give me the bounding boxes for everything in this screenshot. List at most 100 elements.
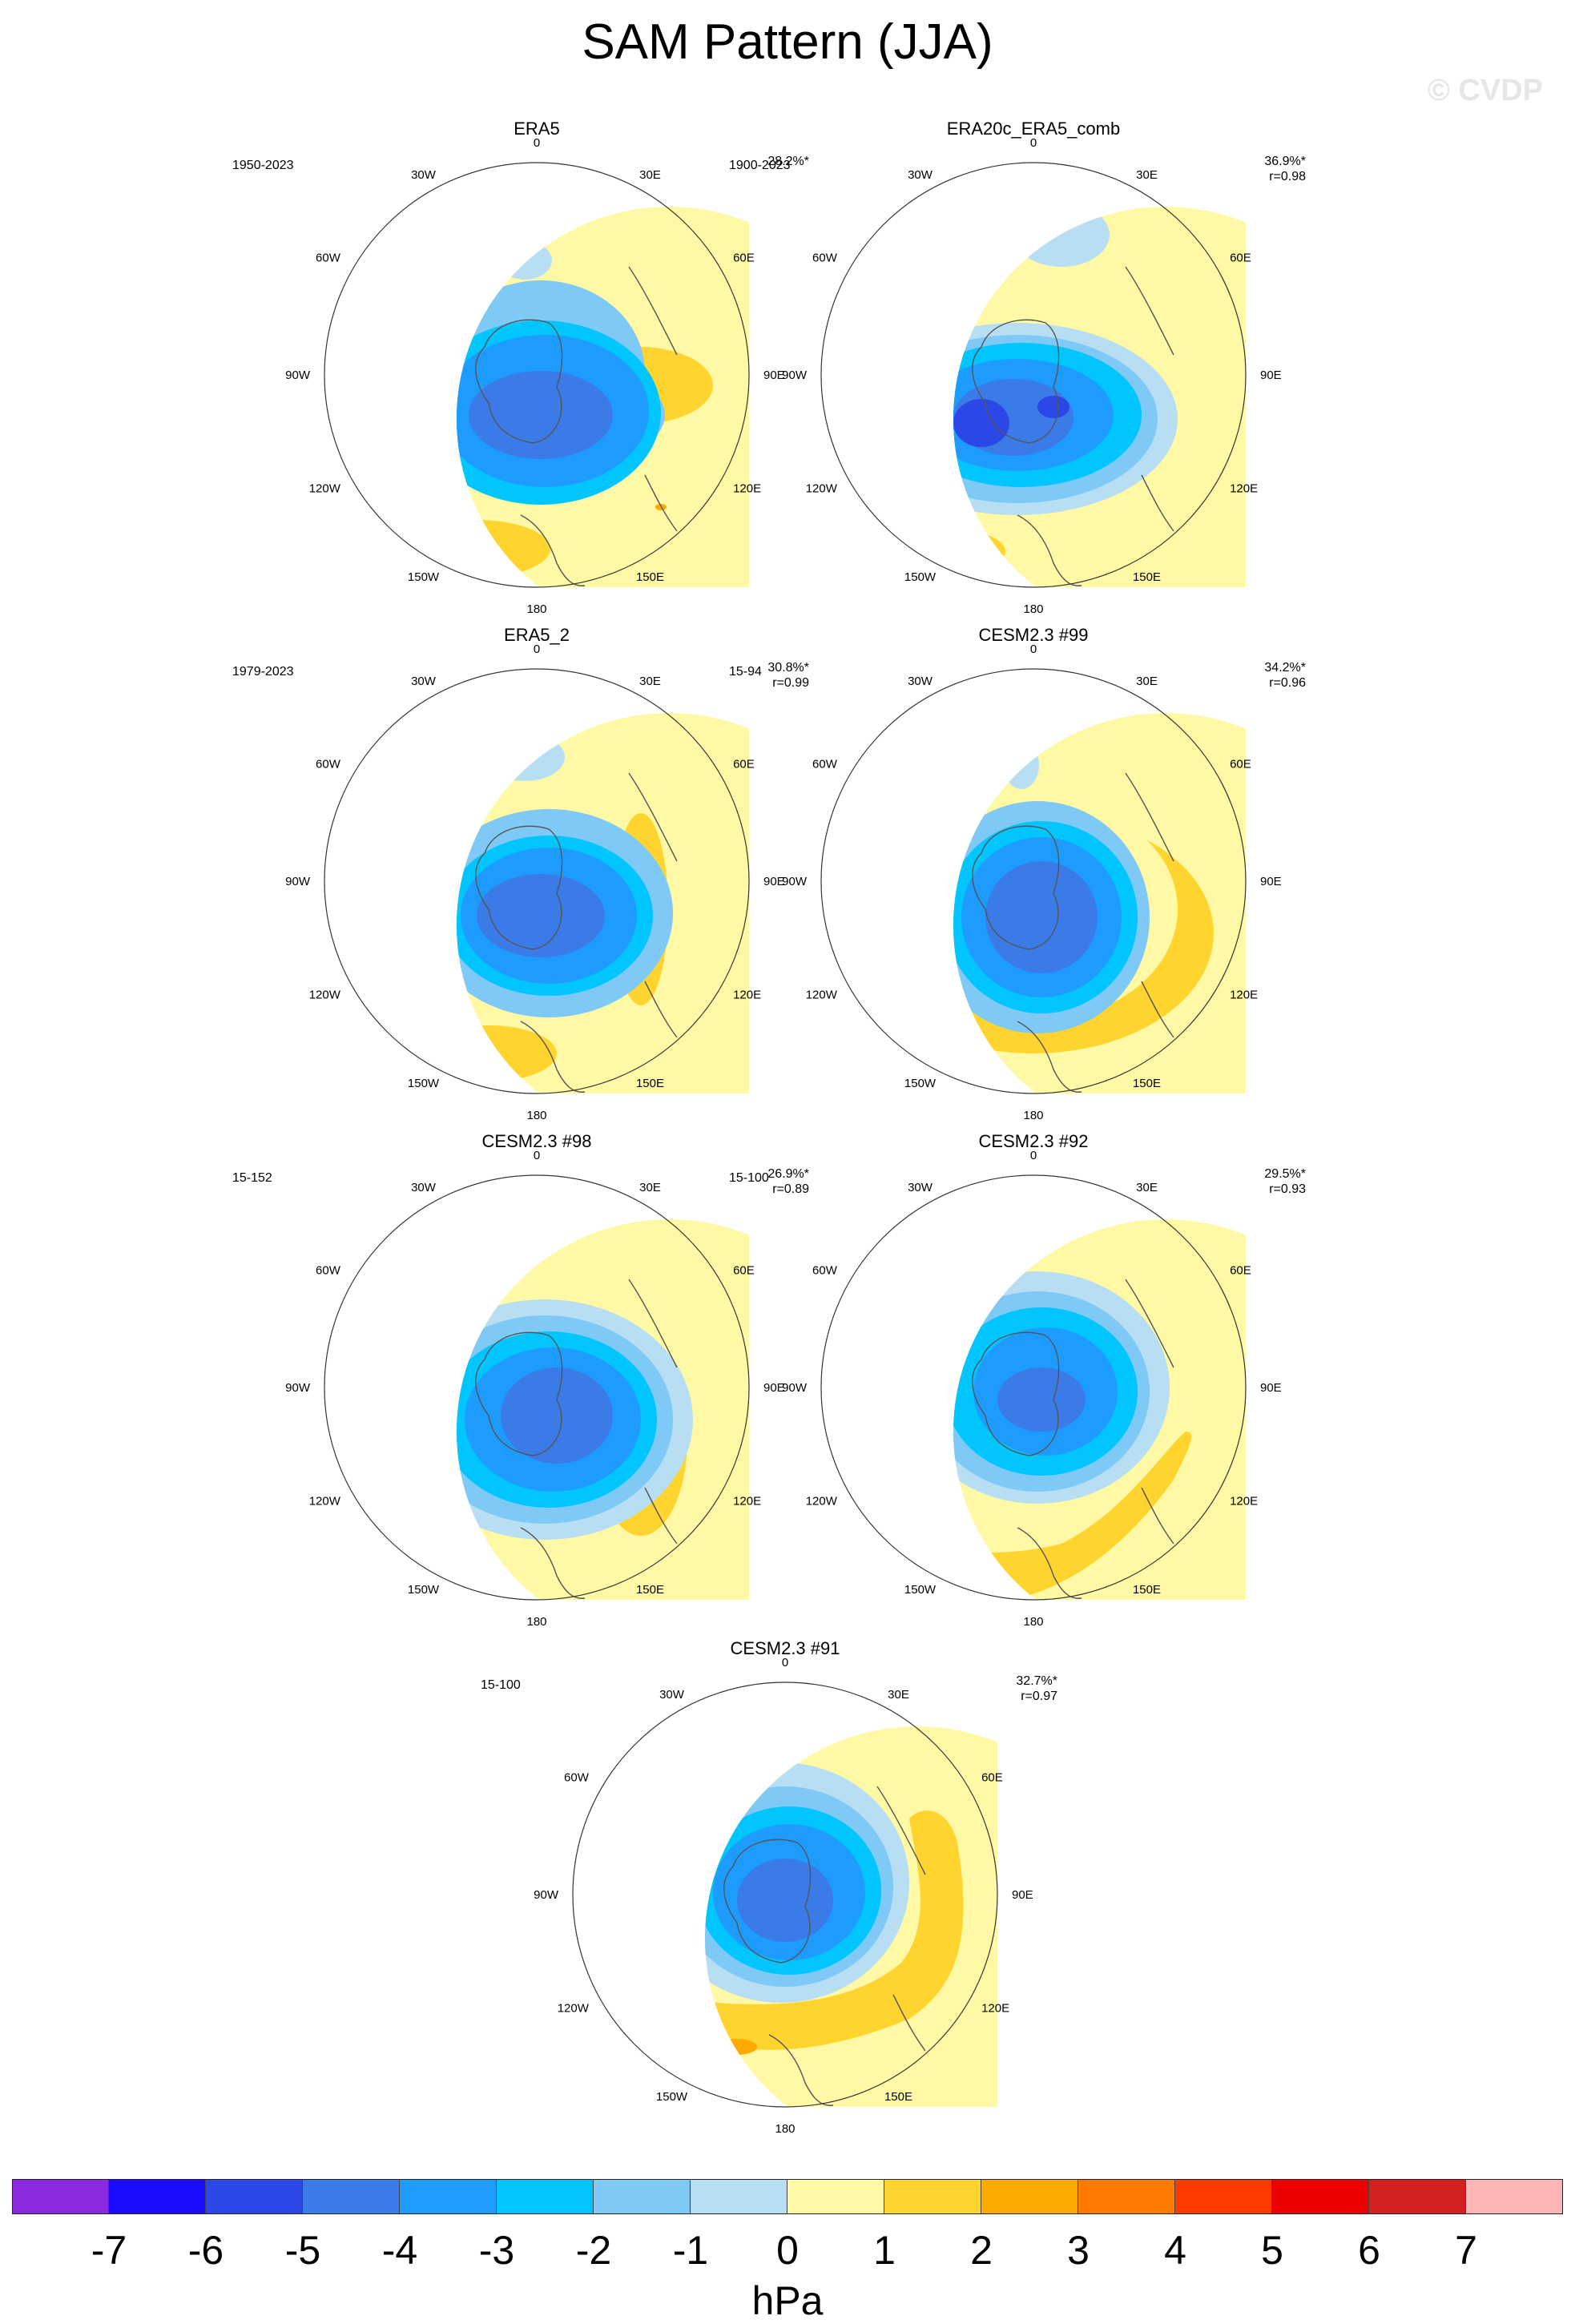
map-panel: CESM2.3 #99 15-94 34.2%* r=0.96 0 30E 60E 90E 12… — [689, 625, 1378, 1146]
lon-label-w120: 120W — [558, 2002, 590, 2016]
colorbar-tick-label: -4 — [381, 2228, 418, 2273]
map-svg: 0 30E 60E 90E 120E 150E 180 150W 120W 90W 60W 30W — [534, 1656, 1033, 2136]
panel-title: ERA20c_ERA5_comb — [946, 119, 1121, 139]
panel-years: 1950-2023 — [232, 159, 294, 172]
colorbar-tick-label: 4 — [1164, 2228, 1186, 2273]
map-panel: CESM2.3 #92 15-100 29.5%* r=0.93 0 30E 60E 90E 1… — [689, 1131, 1378, 1652]
colorbar-cell — [1272, 2179, 1369, 2214]
panel-title: CESM2.3 #98 — [481, 1131, 592, 1151]
lon-label-e120: 120E — [1230, 1495, 1258, 1508]
colorbar-tick-label: -3 — [478, 2228, 515, 2273]
lon-label-e150: 150E — [884, 2090, 912, 2104]
panel-stats: 30.8%* r=0.99 — [767, 660, 809, 691]
colorbar-cell — [109, 2179, 206, 2214]
lon-label-w90: 90W — [782, 1381, 808, 1395]
positive-anomaly — [705, 1810, 964, 2050]
positive-anomaly-strong — [457, 1036, 486, 1058]
positive-anomaly-strong — [717, 2039, 757, 2055]
panel-correlation: r=0.99 — [772, 676, 809, 690]
colorbar-cell — [1466, 2179, 1563, 2214]
panel-percent: 29.5%* — [1264, 1167, 1306, 1181]
watermark: © CVDP — [1427, 74, 1543, 107]
colorbar-tick-label: -7 — [91, 2228, 127, 2273]
lon-label-e60: 60E — [733, 1264, 755, 1278]
lon-label-w120: 120W — [806, 482, 838, 496]
panel-years: 15-152 — [232, 1171, 272, 1185]
panel-stats: 28.2%* — [767, 154, 809, 169]
colorbar-tick-label: 3 — [1067, 2228, 1090, 2273]
lon-label-w90: 90W — [782, 875, 808, 888]
lon-label-w120: 120W — [309, 989, 341, 1002]
negative-anomaly — [997, 1367, 1086, 1432]
lon-label-e90: 90E — [1260, 1381, 1282, 1395]
lon-label-w150: 150W — [904, 1583, 937, 1597]
colorbar-cell — [1369, 2179, 1466, 2214]
negative-anomaly-strong — [1037, 396, 1069, 418]
map-panel: ERA5 1950-2023 28.2%* 0 30E 60E 90E 120E 150E 180… — [192, 119, 881, 639]
panel-correlation: r=0.93 — [1269, 1182, 1306, 1196]
lon-label-w60: 60W — [812, 252, 838, 265]
colorbar-cell — [303, 2179, 400, 2214]
lon-label-e30: 30E — [1136, 1181, 1158, 1194]
lon-label-n0: 0 — [534, 1149, 540, 1162]
lon-label-w90: 90W — [285, 369, 311, 382]
map-svg: 0 30E 60E 90E 120E 150E 180 150W 120W 90W 60W 30W — [782, 642, 1282, 1122]
colorbar-cell — [12, 2179, 109, 2214]
lon-label-e150: 150E — [636, 1583, 664, 1597]
lon-label-w90: 90W — [285, 875, 311, 888]
panel-stats: 36.9%* r=0.98 — [1264, 154, 1306, 184]
positive-anomaly — [953, 527, 1005, 575]
panel-percent: 26.9%* — [767, 1167, 809, 1181]
map-border — [820, 162, 1247, 588]
lon-label-w120: 120W — [309, 1495, 341, 1508]
colorbar-cell — [206, 2179, 303, 2214]
lon-label-w60: 60W — [316, 252, 341, 265]
lon-label-n0: 0 — [534, 642, 540, 656]
lon-label-n0: 0 — [534, 136, 540, 150]
lon-label-e150: 150E — [1133, 1077, 1161, 1090]
lon-label-s180: 180 — [1023, 602, 1043, 616]
lon-label-w90: 90W — [285, 1381, 311, 1395]
lon-label-e90: 90E — [1260, 875, 1282, 888]
lon-label-w120: 120W — [309, 482, 341, 496]
map-panel: ERA20c_ERA5_comb 1900-2023 36.9%* r=0.98 0 30… — [689, 119, 1378, 639]
lon-label-w120: 120W — [806, 989, 838, 1002]
lon-label-e30: 30E — [639, 168, 661, 182]
panel-title: ERA5_2 — [504, 625, 570, 645]
lon-label-s180: 180 — [526, 1615, 546, 1629]
lon-label-e30: 30E — [1136, 675, 1158, 688]
lon-label-w30: 30W — [908, 1181, 933, 1194]
colorbar-cell — [594, 2179, 691, 2214]
colorbar-frame — [12, 2179, 1563, 2214]
map-panel: ERA5_2 1979-2023 30.8%* r=0.99 0 30E 60E 90E 120… — [192, 625, 881, 1146]
lon-label-s180: 180 — [1023, 1109, 1043, 1122]
panel-percent: 30.8%* — [767, 661, 809, 675]
lon-label-w150: 150W — [904, 1077, 937, 1090]
lon-label-e120: 120E — [1230, 482, 1258, 496]
map-svg: 0 30E 60E 90E 120E 150E 180 150W 120W 90W 60W 30W — [285, 1149, 785, 1629]
lon-label-w60: 60W — [564, 1771, 590, 1785]
lon-label-e150: 150E — [636, 1077, 664, 1090]
lon-label-n0: 0 — [1030, 136, 1037, 150]
map-panel: CESM2.3 #98 15-152 26.9%* r=0.89 0 30E 60E 90E 1… — [192, 1131, 881, 1652]
lon-label-w60: 60W — [316, 1264, 341, 1278]
map-border — [324, 668, 750, 1094]
panel-years: 15-94 — [729, 665, 762, 679]
map-border — [324, 1174, 750, 1601]
negative-anomaly — [1004, 741, 1039, 789]
lon-label-e150: 150E — [636, 570, 664, 584]
lon-label-w150: 150W — [904, 570, 937, 584]
colorbar-tick-label: -5 — [284, 2228, 321, 2273]
negative-anomaly — [953, 227, 993, 315]
colorbar-cell — [981, 2179, 1078, 2214]
colorbar-unit: hPa — [751, 2278, 824, 2323]
panel-title: ERA5 — [514, 119, 560, 139]
lon-label-w150: 150W — [408, 1583, 440, 1597]
lon-label-e150: 150E — [1133, 570, 1161, 584]
map-border — [820, 668, 1247, 1094]
lon-label-n0: 0 — [1030, 642, 1037, 656]
panel-percent: 32.7%* — [1016, 1674, 1057, 1688]
lon-label-e90: 90E — [1012, 1888, 1033, 1902]
panel-years: 15-100 — [729, 1171, 769, 1185]
lon-label-e60: 60E — [981, 1771, 1003, 1785]
